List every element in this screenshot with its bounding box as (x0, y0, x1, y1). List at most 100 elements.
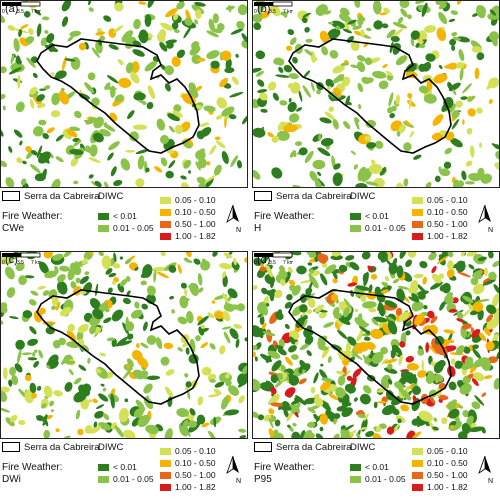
diwc-patch (381, 358, 388, 365)
diwc-patch (287, 424, 291, 428)
diwc-patch (5, 417, 15, 427)
diwc-patch (164, 428, 173, 438)
diwc-patch (327, 355, 332, 364)
diwc-patch (425, 53, 436, 62)
diwc-patch (283, 400, 290, 407)
diwc-patch (189, 282, 199, 296)
diwc-patch (253, 285, 258, 291)
diwc-patch (487, 252, 494, 259)
diwc-patch (310, 81, 315, 92)
diwc-patch (290, 37, 297, 46)
svg-text:0: 0 (254, 9, 257, 15)
diwc-patch (442, 282, 451, 294)
diwc-patch (16, 59, 22, 65)
scale-bar: 0 3.5 7 km (2, 1, 41, 15)
diwc-patch (60, 87, 65, 92)
diwc-patch (122, 322, 129, 335)
diwc-patch (467, 108, 476, 117)
diwc-patch (87, 72, 96, 81)
diwc-patch (26, 151, 33, 159)
diwc-patch (206, 30, 219, 38)
diwc-patch (94, 180, 102, 187)
diwc-patch (344, 383, 356, 394)
diwc-patch (298, 147, 308, 156)
diwc-patch (78, 364, 87, 371)
diwc-patch (466, 127, 473, 135)
diwc-patch (358, 326, 371, 335)
diwc-patch (254, 356, 258, 362)
diwc-patch (210, 60, 220, 69)
diwc-patch (133, 92, 146, 101)
diwc-patch (79, 344, 90, 352)
diwc-patch (288, 279, 296, 286)
diwc-patch (231, 261, 240, 271)
legend: Serra da Cabreira DIWC Fire Weather: CWe… (0, 190, 248, 248)
diwc-patch (158, 29, 167, 41)
diwc-patch (489, 9, 496, 16)
diwc-patch (274, 379, 284, 388)
diwc-patch (73, 180, 79, 185)
diwc-patch (219, 77, 229, 88)
diwc-patch (317, 253, 328, 264)
diwc-patch (198, 148, 205, 155)
diwc-patch (52, 253, 64, 261)
svg-text:N: N (236, 478, 241, 485)
diwc-patch (79, 276, 90, 284)
svg-text:N: N (488, 478, 493, 485)
diwc-patch (307, 262, 313, 266)
diwc-patch (333, 433, 340, 438)
diwc-patch (472, 283, 485, 295)
diwc-patch (113, 179, 123, 187)
diwc-patch (130, 72, 140, 84)
diwc-patch (441, 417, 448, 425)
diwc-patch (189, 45, 201, 56)
diwc-patch (22, 160, 27, 165)
diwc-patch (482, 279, 496, 286)
diwc-patch (354, 317, 368, 328)
diwc-patch (449, 38, 457, 46)
diwc-patch (238, 428, 247, 433)
diwc-patch (268, 393, 280, 406)
diwc-patch (454, 362, 463, 369)
diwc-patch (331, 20, 345, 29)
legend-class: 0.01 - 0.05 (98, 223, 154, 233)
diwc-patch (472, 344, 479, 350)
diwc-patch (338, 317, 351, 326)
diwc-patch (6, 287, 16, 298)
diwc-patch (75, 409, 81, 420)
diwc-patch (390, 348, 396, 359)
diwc-patch (52, 339, 61, 349)
diwc-patch (134, 301, 140, 309)
diwc-patch (434, 175, 441, 183)
diwc-patch (394, 409, 399, 416)
fire-weather-label: Fire Weather: (2, 211, 63, 222)
diwc-patch (288, 73, 299, 80)
diwc-patch (357, 104, 362, 110)
diwc-patch (355, 285, 370, 291)
diwc-patch (362, 385, 372, 394)
legend-class: < 0.01 (350, 211, 389, 221)
legend: Serra da Cabreira DIWC Fire Weather: DWi… (0, 441, 248, 499)
diwc-patch (200, 324, 205, 329)
diwc-patch (114, 2, 124, 12)
diwc-patch (64, 435, 71, 438)
diwc-patch (437, 394, 449, 401)
diwc-patch (417, 290, 429, 296)
diwc-patch (84, 119, 93, 124)
svg-text:3.5: 3.5 (269, 9, 276, 15)
diwc-patch (367, 265, 374, 272)
diwc-patch (396, 288, 406, 302)
diwc-patch (279, 100, 288, 106)
diwc-patch (141, 303, 148, 310)
diwc-patch (458, 49, 465, 62)
diwc-patch (303, 429, 313, 438)
diwc-patch (434, 373, 444, 382)
legend-class: 1.00 - 1.82 (160, 482, 216, 492)
diwc-patch (397, 16, 404, 24)
diwc-patch (343, 307, 350, 318)
diwc-patch (472, 270, 483, 278)
diwc-patch (289, 252, 302, 256)
diwc-patch (160, 135, 169, 144)
diwc-patch (438, 3, 447, 10)
legend-diwc-title: DIWC (350, 191, 376, 202)
